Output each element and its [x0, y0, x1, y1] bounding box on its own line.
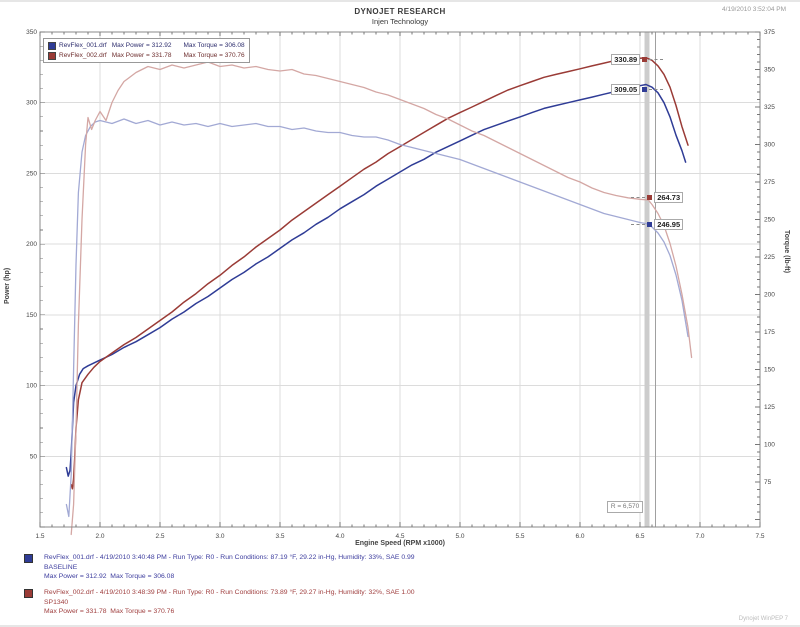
callout-value: 246.95: [654, 218, 684, 230]
legend-max-torque: Max Torque = 306.08: [183, 42, 245, 49]
callout-value: 309.05: [611, 84, 641, 96]
chart-legend: RevFlex_001.drf Max Power = 312.92 Max T…: [43, 38, 250, 63]
callout-marker: [642, 87, 648, 93]
y-left-tick-label: 200: [26, 241, 37, 248]
y-right-tick-label: 125: [764, 404, 775, 411]
callout-marker: [647, 221, 653, 227]
power-sp1340-curve: [70, 56, 689, 490]
callout-leader: [631, 223, 646, 225]
y-right-tick-label: 200: [764, 292, 775, 299]
y-right-tick-label: 375: [764, 29, 775, 36]
legend-max-torque: Max Torque = 370.76: [183, 52, 245, 59]
x-tick-label: 3.5: [275, 533, 284, 540]
y-right-tick-label: 325: [764, 104, 775, 111]
y-right-tick-label: 175: [764, 329, 775, 336]
legend-file-name: RevFlex_002.drf: [59, 52, 107, 59]
cursor-rpm-readout: R = 6,570: [606, 501, 644, 513]
legend-max-power: Max Power = 331.78: [111, 52, 172, 59]
torque-sp1340-curve: [70, 61, 693, 536]
y-left-tick-label: 100: [26, 383, 37, 390]
y-right-tick-label: 275: [764, 179, 775, 186]
report-title: DYNOJET RESEARCH: [354, 7, 446, 16]
x-tick-label: 6.5: [635, 533, 644, 540]
software-footnote: Dynojet WinPEP 7: [738, 616, 788, 622]
legend-swatch-sp1340: [48, 51, 56, 60]
y-left-tick-label: 50: [30, 453, 38, 460]
callout-leader: [649, 89, 664, 91]
y-left-tick-label: 150: [26, 312, 37, 319]
callout-marker: [647, 194, 653, 200]
callout-leader: [631, 196, 646, 198]
y-right-axis-title: Torque (lb-ft): [783, 230, 790, 274]
x-tick-label: 7.5: [755, 533, 764, 540]
x-tick-label: 5.5: [515, 533, 524, 540]
callout-value: 330.89: [611, 53, 641, 65]
legend-row-sp1340: RevFlex_002.drf Max Power = 331.78 Max T…: [48, 51, 245, 60]
callout-torque-baseline: 246.95: [631, 218, 684, 230]
x-tick-label: 3.0: [215, 533, 224, 540]
report-subtitle: Injen Technology: [371, 17, 429, 26]
x-axis-title: Engine Speed (RPM x1000): [355, 540, 445, 547]
x-tick-label: 6.0: [575, 533, 584, 540]
x-tick-label: 7.0: [695, 533, 704, 540]
x-tick-label: 1.5: [35, 533, 44, 540]
footer-swatch-baseline: [24, 554, 33, 563]
footer-run-max: Max Power = 312.92 Max Torque = 306.08: [44, 573, 175, 580]
callout-leader: [649, 58, 664, 60]
footer-run-sp1340: RevFlex_002.drf - 4/19/2010 3:48:39 PM -…: [24, 588, 790, 617]
report-timestamp: 4/19/2010 3:52:04 PM: [722, 6, 786, 13]
footer-run-label: BASELINE: [44, 563, 78, 571]
legend-max-power: Max Power = 312.92: [111, 42, 172, 49]
footer-run-baseline: RevFlex_001.drf - 4/19/2010 3:40:48 PM -…: [24, 553, 790, 582]
footer-swatch-sp1340: [24, 589, 33, 598]
y-right-tick-label: 100: [764, 442, 775, 449]
y-left-axis-title: Power (hp): [4, 267, 11, 304]
power-baseline-curve: [65, 83, 687, 477]
y-left-tick-label: 250: [26, 170, 37, 177]
footer-run-info: RevFlex_002.drf - 4/19/2010 3:48:39 PM -…: [44, 589, 415, 596]
footer-run-label: SP1340: [44, 598, 69, 606]
torque-baseline-curve: [65, 118, 689, 518]
x-tick-label: 4.5: [395, 533, 404, 540]
y-right-tick-label: 75: [764, 479, 772, 486]
x-tick-label: 5.0: [455, 533, 464, 540]
callout-marker: [642, 56, 648, 62]
dyno-chart-svg: 1.5 2.0 2.5 3.0 3.5 4.0 4.5 5.0 5.5 6.0 6.5 7.0 7.5 3…: [26, 29, 775, 540]
x-tick-label: 2.0: [95, 533, 104, 540]
y-right-tick-label: 300: [764, 142, 775, 149]
y-right-tick-label: 350: [764, 67, 775, 74]
y-right-tick-label: 150: [764, 367, 775, 374]
y-left-tick-label: 350: [26, 29, 37, 36]
y-left-tick-label: 300: [26, 100, 37, 107]
y-right-tick-label: 225: [764, 254, 775, 261]
x-tick-label: 4.0: [335, 533, 344, 540]
footer-run-max: Max Power = 331.78 Max Torque = 370.76: [44, 608, 175, 615]
callout-torque-sp1340: 264.73: [631, 191, 684, 203]
legend-row-baseline: RevFlex_001.drf Max Power = 312.92 Max T…: [48, 41, 245, 50]
chart-area: 1.5 2.0 2.5 3.0 3.5 4.0 4.5 5.0 5.5 6.0 6.5 7.0 7.5 3…: [0, 2, 800, 550]
callout-value: 264.73: [654, 191, 684, 203]
callout-power-sp1340: 330.89: [611, 53, 664, 65]
y-right-tick-label: 250: [764, 217, 775, 224]
legend-swatch-baseline: [48, 41, 56, 50]
footer-run-info: RevFlex_001.drf - 4/19/2010 3:40:48 PM -…: [44, 554, 415, 561]
legend-file-name: RevFlex_001.drf: [59, 42, 107, 49]
callout-power-baseline: 309.05: [611, 84, 664, 96]
x-tick-label: 2.5: [155, 533, 164, 540]
